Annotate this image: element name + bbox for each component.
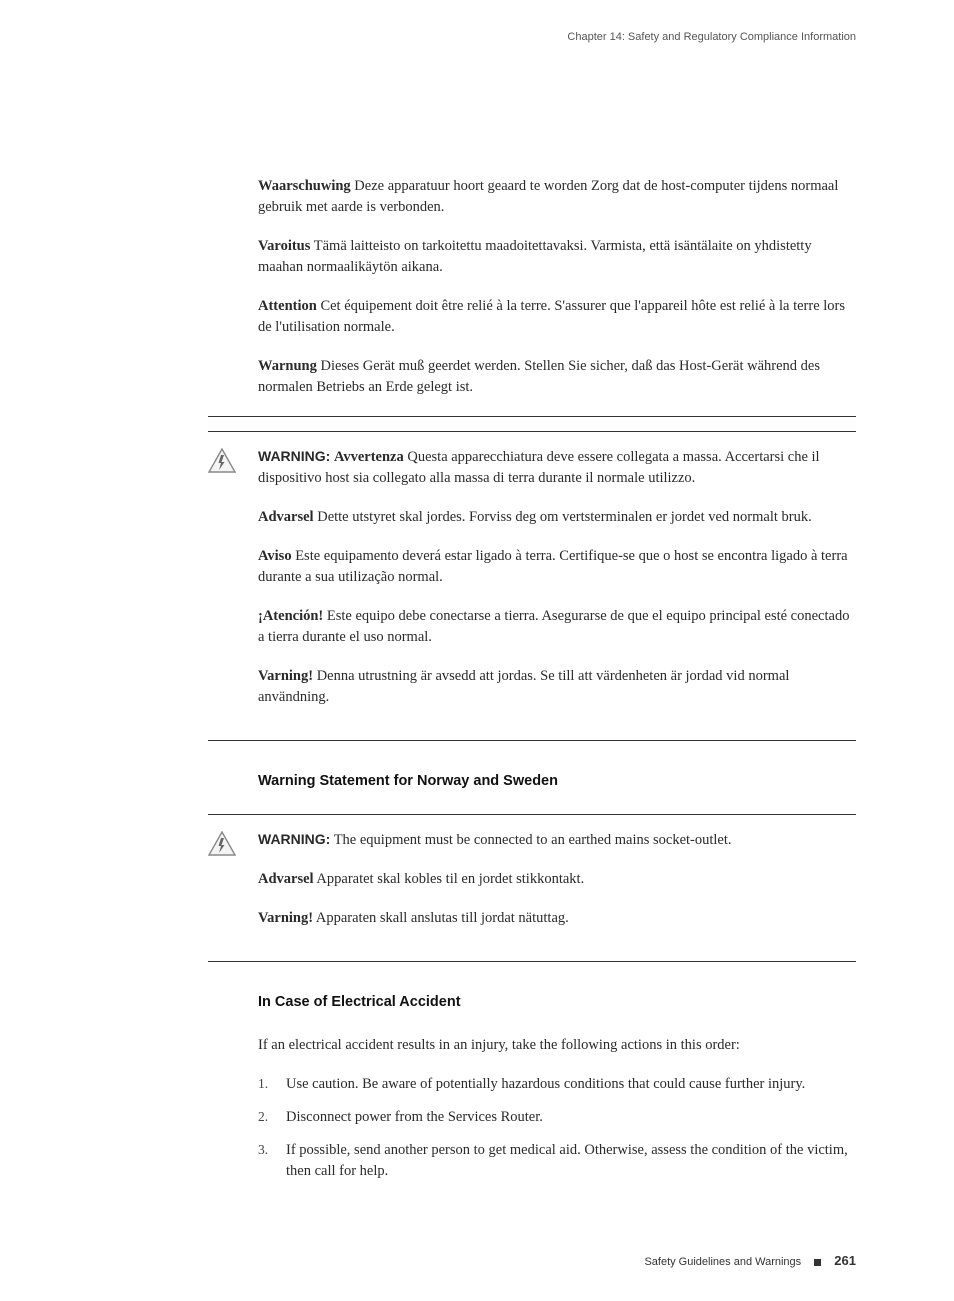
label: Varning!: [258, 668, 313, 684]
electrical-warning-icon: [208, 831, 236, 857]
step-item: Use caution. Be aware of potentially haz…: [258, 1074, 856, 1095]
label: Advarsel: [258, 509, 314, 525]
running-header: Chapter 14: Safety and Regulatory Compli…: [48, 30, 906, 46]
divider: [208, 416, 856, 417]
warning-fi: Varoitus Tämä laitteisto on tarkoitettu …: [258, 236, 856, 278]
step-item: Disconnect power from the Services Route…: [258, 1107, 856, 1128]
divider: [208, 431, 856, 432]
warning-block-2: WARNING: Avvertenza Questa apparecchiatu…: [48, 446, 906, 726]
text: Apparatet skal kobles til en jordet stik…: [314, 871, 585, 887]
text: The equipment must be connected to an ea…: [330, 832, 731, 848]
text: Cet équipement doit être relié à la terr…: [258, 298, 845, 335]
warning-block-norway-sweden: WARNING: The equipment must be connected…: [48, 829, 906, 947]
label: ¡Atención!: [258, 608, 323, 624]
label: Avvertenza: [334, 449, 404, 465]
page-number: 261: [834, 1253, 856, 1268]
label: Waarschuwing: [258, 178, 351, 194]
label: Aviso: [258, 548, 292, 564]
electrical-warning-icon: [208, 448, 236, 474]
footer-section-name: Safety Guidelines and Warnings: [644, 1256, 801, 1268]
text: Este equipo debe conectarse a tierra. As…: [258, 608, 849, 645]
text: Apparaten skall anslutas till jordat nät…: [313, 910, 569, 926]
warning-sv: Varning! Denna utrustning är avsedd att …: [258, 666, 856, 708]
label: Varoitus: [258, 238, 310, 254]
warning-sv2: Varning! Apparaten skall anslutas till j…: [258, 908, 856, 929]
section-heading-electrical-accident: In Case of Electrical Accident: [258, 992, 856, 1013]
label: Warnung: [258, 358, 317, 374]
text: Tämä laitteisto on tarkoitettu maadoitet…: [258, 238, 812, 275]
step-item: If possible, send another person to get …: [258, 1140, 856, 1182]
warning-label: WARNING:: [258, 831, 330, 847]
page-footer: Safety Guidelines and Warnings 261: [48, 1252, 906, 1271]
warning-es: ¡Atención! Este equipo debe conectarse a…: [258, 606, 856, 648]
divider: [208, 961, 856, 962]
label: Advarsel: [258, 871, 314, 887]
warning-de: Warnung Dieses Gerät muß geerdet werden.…: [258, 356, 856, 398]
steps-list: Use caution. Be aware of potentially haz…: [258, 1074, 856, 1182]
divider: [208, 814, 856, 815]
warning-text-column: WARNING: Avvertenza Questa apparecchiatu…: [258, 446, 856, 726]
divider: [208, 740, 856, 741]
text: Dieses Gerät muß geerdet werden. Stellen…: [258, 358, 820, 395]
warning-block-1: Waarschuwing Deze apparatuur hoort geaar…: [258, 176, 856, 398]
warning-no2: Advarsel Apparatet skal kobles til en jo…: [258, 869, 856, 890]
warning-it: WARNING: Avvertenza Questa apparecchiatu…: [258, 446, 856, 489]
section-heading-norway-sweden: Warning Statement for Norway and Sweden: [258, 771, 856, 792]
warning-en: WARNING: The equipment must be connected…: [258, 829, 856, 851]
warning-pt: Aviso Este equipamento deverá estar liga…: [258, 546, 856, 588]
text: Este equipamento deverá estar ligado à t…: [258, 548, 848, 585]
text: Dette utstyret skal jordes. Forviss deg …: [314, 509, 812, 525]
warning-fr: Attention Cet équipement doit être relié…: [258, 296, 856, 338]
warning-no: Advarsel Dette utstyret skal jordes. For…: [258, 507, 856, 528]
warning-text-column: WARNING: The equipment must be connected…: [258, 829, 856, 947]
label: Attention: [258, 298, 317, 314]
icon-column: [48, 446, 258, 481]
text: Denna utrustning är avsedd att jordas. S…: [258, 668, 789, 705]
warning-nl: Waarschuwing Deze apparatuur hoort geaar…: [258, 176, 856, 218]
warning-label: WARNING:: [258, 448, 330, 464]
footer-square-icon: [814, 1259, 821, 1266]
intro-text: If an electrical accident results in an …: [258, 1035, 856, 1056]
icon-column: [48, 829, 258, 864]
label: Varning!: [258, 910, 313, 926]
